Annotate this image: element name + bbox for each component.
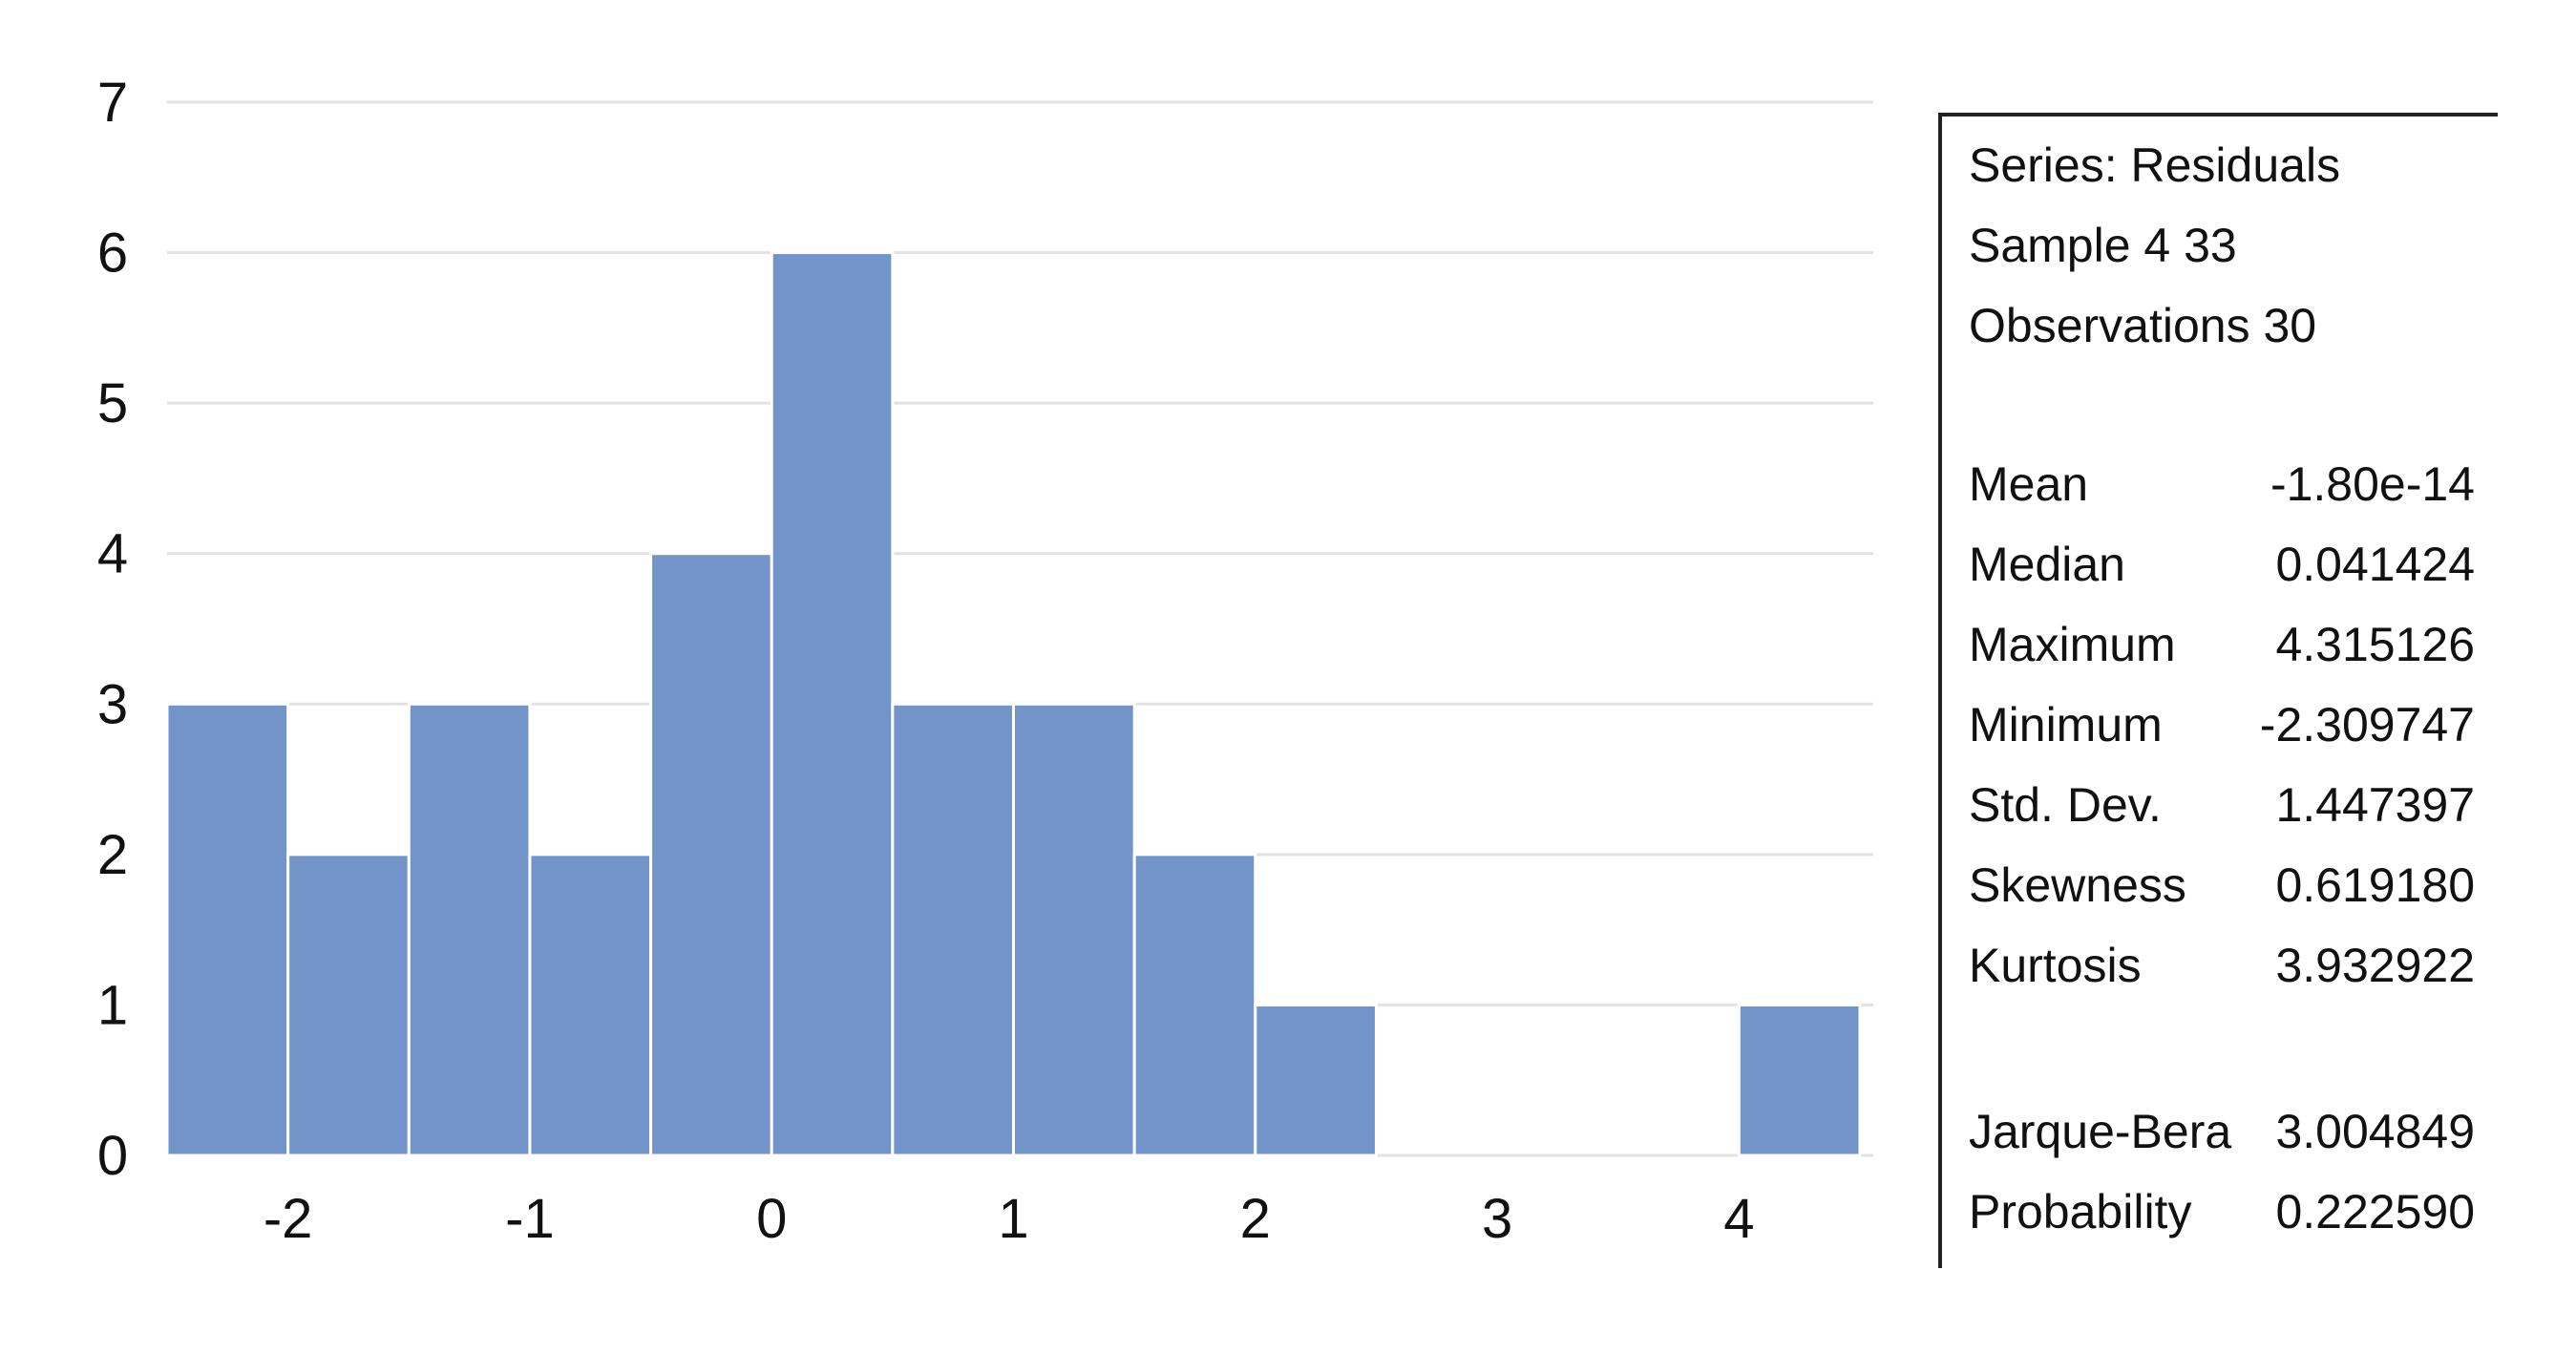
- y-tick-label: 3: [97, 673, 128, 735]
- x-tick-label: -2: [264, 1188, 313, 1250]
- stat-label: Skewness: [1969, 858, 2186, 912]
- x-tick-label: 1: [998, 1188, 1028, 1250]
- histogram-bar: [1132, 853, 1257, 1157]
- x-tick-label: 4: [1723, 1188, 1754, 1250]
- stat-row: Mean -1.80e-14: [1969, 456, 2475, 514]
- x-tick-label: 2: [1240, 1188, 1271, 1250]
- stat-value: 1.447397: [2275, 778, 2475, 832]
- stat-label: Maximum: [1969, 618, 2176, 671]
- stat-label: Median: [1969, 538, 2125, 591]
- statistics-panel: Series: Residuals Sample 4 33 Observatio…: [1938, 113, 2498, 1268]
- test-label: Jarque-Bera: [1969, 1105, 2232, 1158]
- x-tick-label: 0: [756, 1188, 787, 1250]
- histogram-bar: [649, 552, 773, 1157]
- y-tick-label: 7: [97, 72, 128, 134]
- stat-row: Minimum -2.309747: [1969, 697, 2475, 754]
- test-row: Probability 0.222590: [1969, 1184, 2475, 1241]
- observations-label: Observations 30: [1969, 299, 2317, 352]
- stat-row: Median 0.041424: [1969, 537, 2475, 594]
- stat-value: -1.80e-14: [2270, 457, 2475, 511]
- histogram-bar: [165, 702, 290, 1157]
- statistics-panel-top-border: [1942, 113, 2498, 116]
- histogram-bar: [1737, 1003, 1862, 1157]
- histogram-bar: [528, 853, 653, 1157]
- series-label: Series: Residuals: [1969, 138, 2341, 192]
- y-tick-label: 6: [97, 222, 128, 285]
- histogram-bars: [165, 251, 1862, 1157]
- stat-value: -2.309747: [2259, 698, 2475, 752]
- histogram-bar: [286, 853, 411, 1157]
- test-label: Probability: [1969, 1185, 2192, 1239]
- x-tick-label: -1: [505, 1188, 555, 1250]
- stat-label: Std. Dev.: [1969, 778, 2162, 832]
- stat-row: Skewness 0.619180: [1969, 857, 2475, 915]
- stat-label: Minimum: [1969, 698, 2163, 752]
- y-tick-label: 4: [97, 523, 128, 585]
- test-row: Jarque-Bera 3.004849: [1969, 1104, 2475, 1161]
- stat-value: 3.932922: [2275, 939, 2475, 992]
- sample-label: Sample 4 33: [1969, 219, 2237, 272]
- histogram-bar: [770, 251, 895, 1157]
- stat-value: 0.619180: [2275, 858, 2475, 912]
- histogram-bar: [1012, 702, 1136, 1157]
- histogram-bar: [407, 702, 532, 1157]
- y-axis-ticks: 0 1 2 3 4 5 6 7: [97, 72, 128, 1187]
- histogram-bar: [1254, 1003, 1378, 1157]
- histogram-chart: 0 1 2 3 4 5 6 7 -2 -1 0 1 2 3 4: [97, 72, 1873, 1250]
- stat-row: Kurtosis 3.932922: [1969, 938, 2475, 995]
- stat-value: 4.315126: [2275, 618, 2475, 671]
- stat-row: Std. Dev. 1.447397: [1969, 777, 2475, 835]
- stat-value: 0.041424: [2275, 538, 2475, 591]
- stat-label: Mean: [1969, 457, 2089, 511]
- test-value: 0.222590: [2275, 1185, 2475, 1239]
- histogram-bar: [891, 702, 1015, 1157]
- x-tick-label: 3: [1482, 1188, 1512, 1250]
- stat-label: Kurtosis: [1969, 939, 2142, 992]
- y-tick-label: 5: [97, 372, 128, 434]
- y-tick-label: 2: [97, 824, 128, 886]
- y-tick-label: 1: [97, 974, 128, 1036]
- x-axis-ticks: -2 -1 0 1 2 3 4: [264, 1188, 1755, 1250]
- test-value: 3.004849: [2275, 1105, 2475, 1158]
- y-tick-label: 0: [97, 1125, 128, 1187]
- stat-row: Maximum 4.315126: [1969, 617, 2475, 674]
